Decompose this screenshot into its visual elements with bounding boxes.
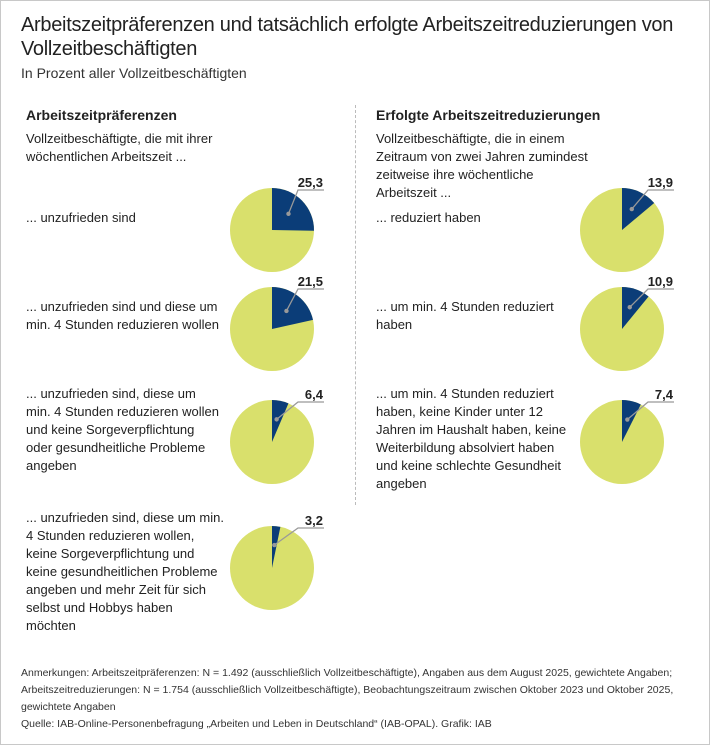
- right-intro: Vollzeitbeschäftigte, die in einem Zeitr…: [376, 131, 588, 200]
- chart-subtitle: In Prozent aller Vollzeitbeschäftigten: [21, 65, 247, 81]
- note-line: gewichtete Angaben: [21, 701, 116, 713]
- leader-line: [287, 189, 324, 215]
- leader-line: [629, 288, 674, 308]
- data-label: 25,3: [298, 175, 323, 190]
- chart-title: Arbeitszeitpräferenzen und tatsächlich e…: [21, 14, 674, 60]
- category-label: ... reduziert haben: [376, 210, 481, 225]
- source-note: Quelle: IAB-Online-Personenbefragung „Ar…: [21, 718, 492, 730]
- pie-slice: [272, 526, 281, 568]
- pie-slice: [622, 287, 649, 329]
- leader-line: [276, 401, 324, 420]
- data-label: 10,9: [648, 274, 673, 289]
- data-label: 21,5: [298, 274, 323, 289]
- category-label: ... unzufrieden sind und diese um min. 4…: [26, 299, 219, 332]
- category-label: ... unzufrieden sind: [26, 210, 136, 225]
- column-divider: [355, 105, 356, 505]
- left-intro: Vollzeitbeschäftigte, die mit ihrer wöch…: [26, 131, 213, 164]
- data-label: 13,9: [648, 175, 673, 190]
- leader-line: [273, 527, 324, 546]
- pie-slice: [272, 188, 315, 231]
- category-label: ... unzufrieden sind, diese um min. 4 St…: [26, 386, 219, 473]
- note-line: Arbeitszeitreduzierungen: N = 1.754 (aus…: [21, 684, 674, 696]
- leader-line: [631, 189, 674, 210]
- category-label: ... unzufrieden sind, diese um min. 4 St…: [26, 510, 224, 633]
- pie-slice: [622, 188, 655, 230]
- data-label: 3,2: [305, 513, 323, 528]
- category-label: ... um min. 4 Stunden reduziert haben: [376, 299, 554, 332]
- leader-line: [285, 288, 324, 312]
- pie-slice: [272, 400, 289, 442]
- pie-slice: [622, 400, 641, 442]
- pie-charts: 25,3 21,5 6,4 3,2 13,9 10,9 7,4: [230, 175, 674, 610]
- pie-slice: [272, 287, 313, 329]
- left-column-heading: Arbeitszeitpräferenzen: [26, 107, 177, 123]
- right-column-heading: Erfolgte Arbeitszeitreduzierungen: [376, 107, 601, 123]
- data-label: 6,4: [305, 387, 324, 402]
- note-line: Anmerkungen: Arbeitszeitpräferenzen: N =…: [21, 667, 673, 679]
- leader-line: [626, 401, 674, 421]
- data-label: 7,4: [655, 387, 674, 402]
- category-label: ... um min. 4 Stunden reduziert haben, k…: [376, 386, 567, 491]
